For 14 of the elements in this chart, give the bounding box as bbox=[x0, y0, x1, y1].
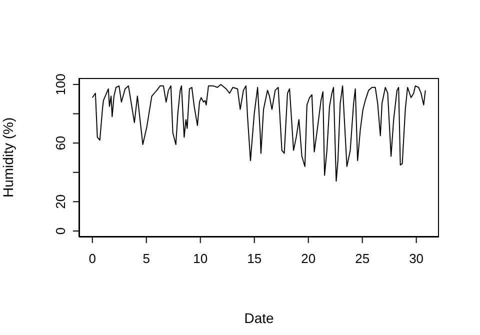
line-series bbox=[92, 84, 426, 182]
x-tick-label: 5 bbox=[142, 251, 150, 266]
x-tick-label: 30 bbox=[409, 251, 424, 266]
x-tick-label: 15 bbox=[247, 251, 262, 266]
y-axis-title: Humidity (%) bbox=[0, 117, 16, 198]
x-tick-label: 20 bbox=[301, 251, 316, 266]
y-tick-label: 60 bbox=[53, 136, 68, 150]
x-tick-label: 25 bbox=[355, 251, 370, 266]
y-tick-label: 20 bbox=[53, 194, 68, 209]
y-tick-label: 0 bbox=[53, 227, 68, 235]
x-tick-label: 10 bbox=[193, 251, 208, 266]
y-tick-label: 100 bbox=[53, 74, 68, 96]
x-tick-label: 0 bbox=[88, 251, 96, 266]
x-axis-title: Date bbox=[244, 310, 274, 326]
